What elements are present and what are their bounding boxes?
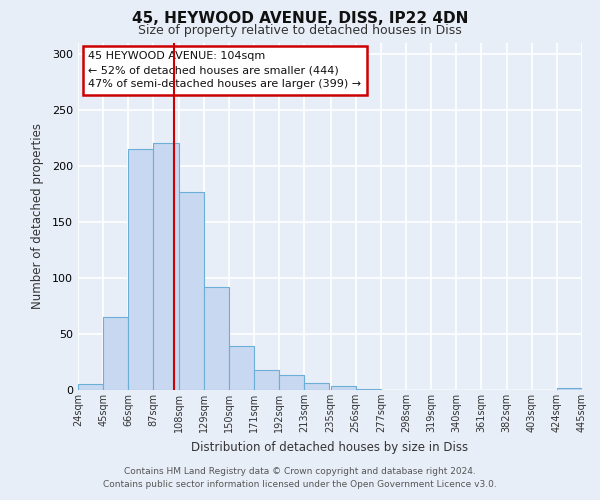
Text: Contains HM Land Registry data © Crown copyright and database right 2024.
Contai: Contains HM Land Registry data © Crown c… <box>103 467 497 489</box>
Text: Size of property relative to detached houses in Diss: Size of property relative to detached ho… <box>138 24 462 37</box>
Text: 45, HEYWOOD AVENUE, DISS, IP22 4DN: 45, HEYWOOD AVENUE, DISS, IP22 4DN <box>132 11 468 26</box>
Bar <box>557 388 582 390</box>
X-axis label: Distribution of detached houses by size in Diss: Distribution of detached houses by size … <box>191 440 469 454</box>
Bar <box>279 376 304 390</box>
Bar <box>254 370 279 390</box>
Bar <box>154 144 179 390</box>
Bar <box>204 287 229 390</box>
Bar <box>356 389 381 390</box>
Bar <box>179 192 204 390</box>
Bar <box>128 149 154 390</box>
Bar <box>304 384 329 390</box>
Text: 45 HEYWOOD AVENUE: 104sqm
← 52% of detached houses are smaller (444)
47% of semi: 45 HEYWOOD AVENUE: 104sqm ← 52% of detac… <box>88 51 361 89</box>
Bar <box>331 386 356 390</box>
Bar <box>229 346 254 390</box>
Y-axis label: Number of detached properties: Number of detached properties <box>31 123 44 309</box>
Bar <box>78 384 103 390</box>
Bar <box>103 317 128 390</box>
